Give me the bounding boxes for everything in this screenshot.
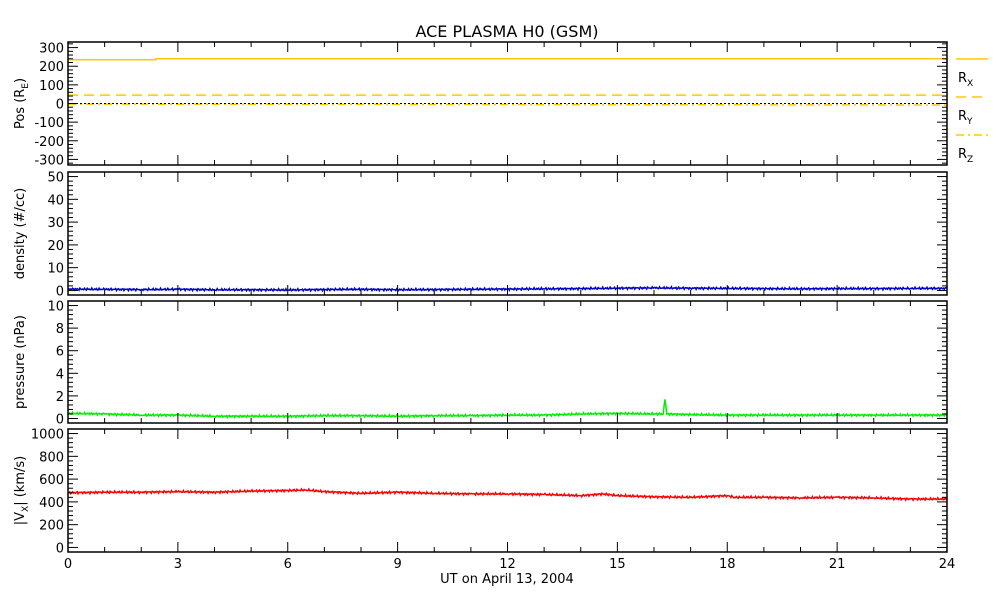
panel-3: 0 200 400 600 800 1000|VX| (km/s): [13, 428, 948, 556]
x-tick-label: 18: [719, 557, 736, 572]
y-tick-label: 600: [39, 473, 64, 488]
y-tick-label: -200: [34, 135, 64, 150]
legend-label: RZ: [958, 147, 973, 165]
series-vx-line: [68, 487, 948, 502]
y-tick-label: 20: [47, 239, 64, 254]
y-tick-label: 4: [56, 367, 64, 382]
legend-label: RX: [958, 71, 973, 89]
y-tick-label: 1000: [31, 428, 64, 443]
legend-label: RY: [958, 109, 973, 127]
y-tick-label: 10: [47, 262, 64, 277]
panel-frame: [67, 171, 948, 296]
panel-2: 0 2 4 6 8 10 pressure (nPa): [13, 300, 948, 427]
x-tick-label: 6: [284, 557, 292, 572]
y-tick-label: 200: [39, 519, 64, 534]
y-tick-label: 800: [39, 450, 64, 465]
panel-0: -300 -200 -100 0 100 200 300 Pos (RE) RX RY RZ: [13, 41, 988, 168]
y-tick-label: 0: [56, 98, 64, 113]
y-axis-label: Pos (RE): [13, 78, 31, 129]
panel-1: 0 10 20 30 40 50 density (#/cc): [13, 171, 948, 299]
y-tick-label: 300: [39, 42, 64, 57]
y-axis-label: density (#/cc): [13, 188, 28, 280]
x-tick-label: 24: [939, 557, 956, 572]
series-rz-line: [67, 103, 948, 106]
panel-frame: [67, 428, 948, 553]
y-axis-label: |VX| (km/s): [13, 456, 31, 525]
y-tick-label: 100: [39, 79, 64, 94]
x-axis-label: UT on April 13, 2004: [440, 572, 574, 587]
y-tick-label: 400: [39, 496, 64, 511]
y-tick-label: 40: [47, 193, 64, 208]
y-tick-label: 2: [56, 390, 64, 405]
y-tick-label: 50: [47, 171, 64, 186]
x-tick-label: 3: [174, 557, 182, 572]
x-tick-label: 9: [393, 557, 401, 572]
y-tick-label: -100: [34, 116, 64, 131]
y-tick-label: 6: [56, 345, 64, 360]
y-axis-label: pressure (nPa): [13, 315, 28, 409]
y-tick-label: 10: [47, 300, 64, 315]
y-tick-label: 30: [47, 216, 64, 231]
x-tick-label: 15: [609, 557, 626, 572]
y-tick-label: 0: [56, 541, 64, 556]
y-tick-label: 0: [56, 284, 64, 299]
x-tick-label: 12: [499, 557, 516, 572]
y-tick-label: 200: [39, 60, 64, 75]
series-rx-line: [68, 58, 947, 61]
y-tick-label: 8: [56, 322, 64, 337]
x-tick-label: 21: [829, 557, 846, 572]
x-tick-label: 0: [64, 557, 72, 572]
panel-frame: [67, 300, 948, 424]
y-tick-label: 0: [56, 412, 64, 427]
y-tick-label: -300: [34, 153, 64, 168]
chart-title: ACE PLASMA H0 (GSM): [415, 22, 598, 41]
